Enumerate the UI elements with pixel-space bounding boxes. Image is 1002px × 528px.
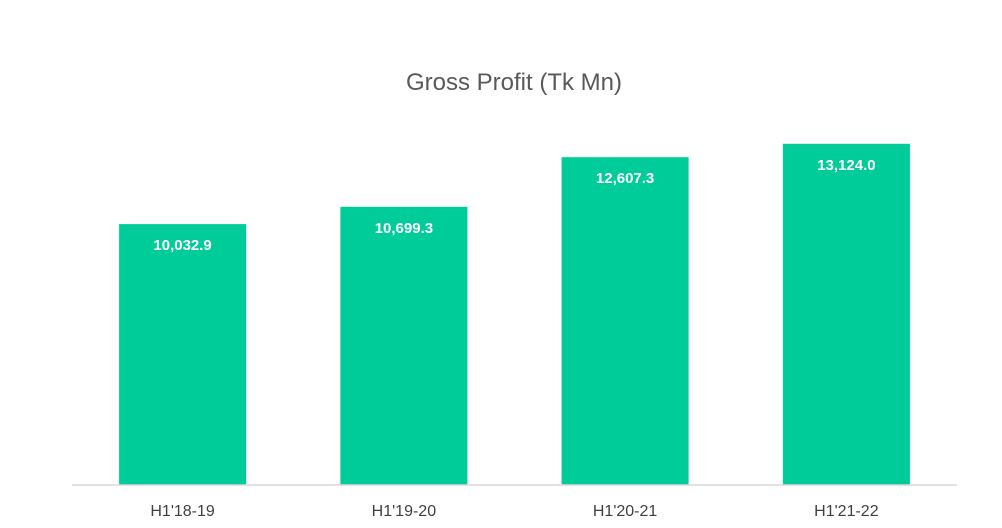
data-label-3: 12,607.3	[596, 170, 654, 187]
data-label-4: 13,124.0	[817, 157, 875, 174]
bar-2	[340, 206, 468, 486]
bar-1	[119, 224, 247, 485]
bar-3	[561, 157, 689, 485]
x-tick-label-2: H1'19-20	[372, 503, 437, 520]
bar-4	[782, 143, 910, 486]
x-tick-label-1: H1'18-19	[150, 503, 215, 520]
data-labels: 10,032.9 10,699.3 12,607.3 13,124.0	[153, 157, 875, 254]
x-tick-labels: H1'18-19 H1'19-20 H1'20-21 H1'21-22	[150, 503, 878, 520]
x-tick-label-3: H1'20-21	[593, 503, 658, 520]
data-label-2: 10,699.3	[375, 220, 433, 237]
chart-title: Gross Profit (Tk Mn)	[406, 69, 622, 96]
bars-group	[119, 143, 910, 486]
x-tick-label-4: H1'21-22	[814, 503, 879, 520]
data-label-1: 10,032.9	[153, 237, 211, 254]
